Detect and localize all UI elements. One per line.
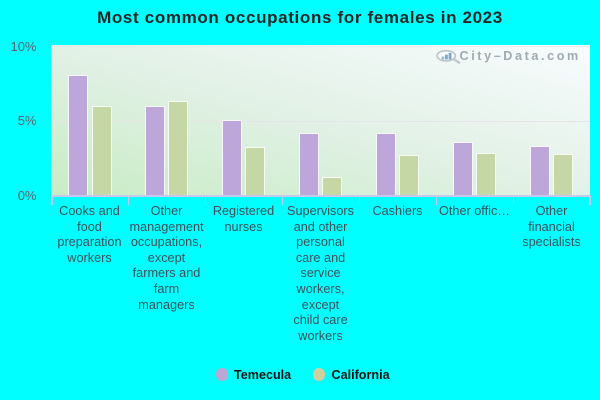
svg-text:City–Data.com: City–Data.com — [460, 49, 581, 63]
